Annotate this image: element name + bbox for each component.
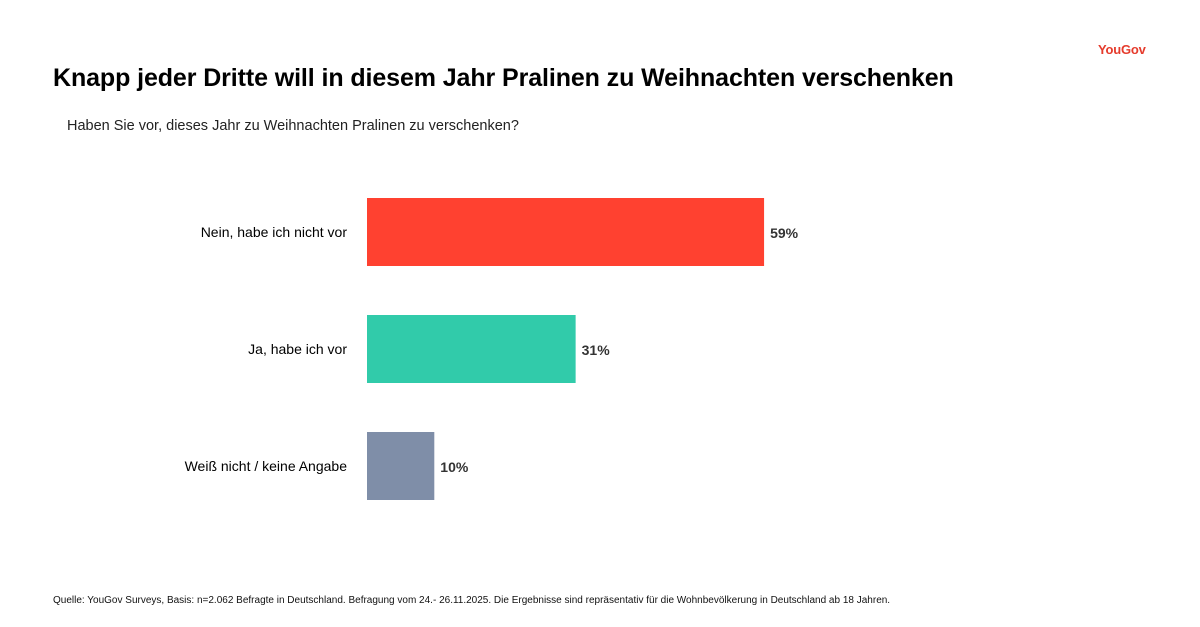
source-footnote: Quelle: YouGov Surveys, Basis: n=2.062 B…: [53, 595, 891, 606]
category-label: Nein, habe ich nicht vor: [201, 224, 348, 240]
bar-0: [367, 198, 765, 266]
bar-2: [367, 432, 435, 500]
category-label: Weiß nicht / keine Angabe: [185, 458, 348, 474]
value-label: 10%: [440, 459, 469, 475]
chart-subtitle: Haben Sie vor, dieses Jahr zu Weihnachte…: [67, 118, 519, 134]
category-label: Ja, habe ich vor: [248, 341, 347, 357]
value-label: 31%: [582, 342, 611, 358]
yougov-logo: YouGov: [1098, 42, 1146, 57]
page-title: Knapp jeder Dritte will in diesem Jahr P…: [53, 64, 954, 92]
value-label: 59%: [770, 225, 799, 241]
bar-1: [367, 315, 576, 383]
